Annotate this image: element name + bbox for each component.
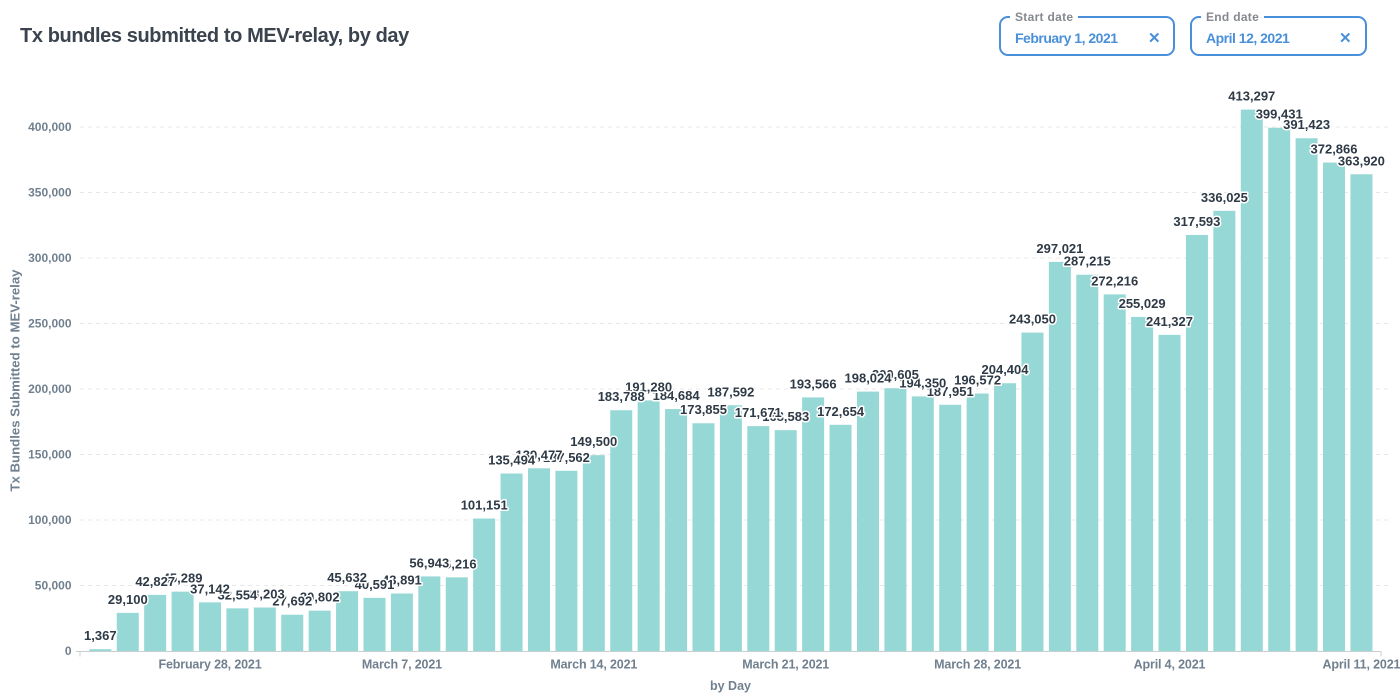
svg-text:196,572: 196,572 (954, 373, 1001, 388)
svg-text:363,920: 363,920 (1338, 153, 1385, 168)
svg-text:241,327: 241,327 (1146, 314, 1193, 329)
svg-text:32,554: 32,554 (218, 587, 259, 602)
svg-text:193,566: 193,566 (790, 376, 837, 391)
svg-text:173,855: 173,855 (680, 402, 727, 417)
svg-text:413,297: 413,297 (1228, 89, 1275, 104)
svg-text:February 28, 2021: February 28, 2021 (158, 658, 261, 672)
svg-text:100,000: 100,000 (28, 513, 72, 527)
svg-text:139,477: 139,477 (516, 447, 563, 462)
svg-text:43,891: 43,891 (382, 573, 422, 588)
svg-text:391,423: 391,423 (1283, 117, 1330, 132)
svg-text:297,021: 297,021 (1036, 241, 1083, 256)
svg-text:372,866: 372,866 (1311, 142, 1358, 157)
svg-text:April 11, 2021: April 11, 2021 (1322, 658, 1400, 672)
svg-text:March 21, 2021: March 21, 2021 (742, 658, 829, 672)
svg-text:by Day: by Day (710, 679, 751, 693)
svg-text:27,692: 27,692 (272, 594, 312, 609)
svg-text:50,000: 50,000 (35, 579, 72, 593)
svg-text:272,216: 272,216 (1091, 273, 1138, 288)
svg-text:135,494: 135,494 (488, 453, 536, 468)
svg-text:317,593: 317,593 (1173, 214, 1220, 229)
svg-text:336,025: 336,025 (1201, 190, 1248, 205)
svg-text:287,215: 287,215 (1064, 254, 1111, 269)
svg-text:42,827: 42,827 (135, 574, 175, 589)
svg-text:187,951: 187,951 (927, 384, 974, 399)
svg-text:200,000: 200,000 (28, 382, 72, 396)
svg-text:30,802: 30,802 (300, 590, 340, 605)
svg-text:350,000: 350,000 (28, 186, 72, 200)
svg-text:204,404: 204,404 (982, 362, 1030, 377)
svg-text:56,943: 56,943 (409, 555, 449, 570)
svg-text:March 14, 2021: March 14, 2021 (550, 658, 637, 672)
svg-text:399,431: 399,431 (1256, 107, 1303, 122)
svg-text:101,151: 101,151 (461, 498, 508, 513)
svg-text:243,050: 243,050 (1009, 312, 1056, 327)
svg-text:29,100: 29,100 (108, 592, 148, 607)
svg-text:1,367: 1,367 (84, 628, 117, 643)
svg-text:200,605: 200,605 (872, 367, 919, 382)
svg-text:37,142: 37,142 (190, 581, 230, 596)
svg-text:56,216: 56,216 (437, 556, 477, 571)
svg-text:33,203: 33,203 (245, 587, 285, 602)
svg-text:149,500: 149,500 (570, 434, 617, 449)
svg-text:172,654: 172,654 (817, 404, 865, 419)
svg-text:March 7, 2021: March 7, 2021 (362, 658, 442, 672)
svg-text:Tx Bundles Submitted to MEV-re: Tx Bundles Submitted to MEV-relay (8, 269, 23, 492)
svg-text:300,000: 300,000 (28, 251, 72, 265)
svg-text:255,029: 255,029 (1119, 296, 1166, 311)
svg-text:184,684: 184,684 (653, 388, 701, 403)
svg-text:45,632: 45,632 (327, 570, 367, 585)
svg-text:171,671: 171,671 (735, 405, 782, 420)
svg-text:45,289: 45,289 (163, 571, 203, 586)
svg-text:191,280: 191,280 (625, 379, 672, 394)
svg-text:183,788: 183,788 (598, 389, 645, 404)
svg-text:187,592: 187,592 (707, 384, 754, 399)
svg-text:150,000: 150,000 (28, 448, 72, 462)
svg-text:194,350: 194,350 (899, 375, 946, 390)
svg-text:400,000: 400,000 (28, 120, 72, 134)
svg-text:March 28, 2021: March 28, 2021 (934, 658, 1021, 672)
svg-text:April 4, 2021: April 4, 2021 (1134, 658, 1206, 672)
svg-text:0: 0 (65, 644, 72, 658)
svg-text:40,591: 40,591 (355, 577, 395, 592)
svg-text:198,024: 198,024 (845, 371, 893, 386)
svg-text:168,583: 168,583 (762, 409, 809, 424)
svg-text:137,562: 137,562 (543, 450, 590, 465)
svg-text:250,000: 250,000 (28, 317, 72, 331)
